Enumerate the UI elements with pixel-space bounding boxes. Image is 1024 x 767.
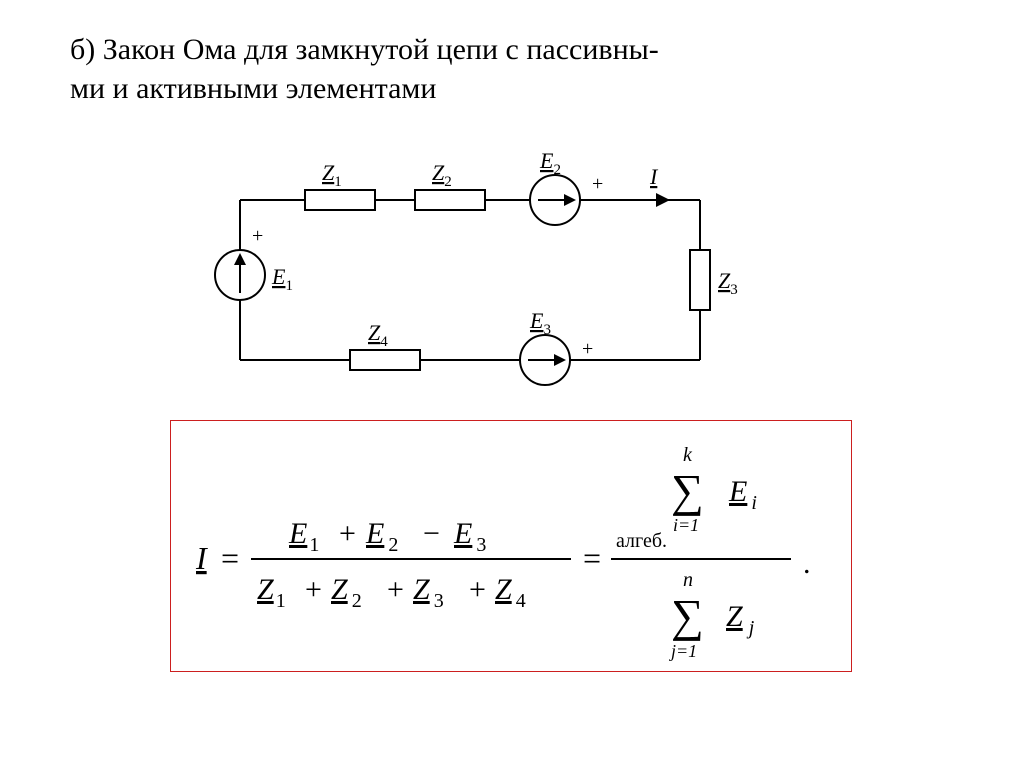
label-e3: E3 (529, 308, 551, 338)
svg-text:Z3: Z3 (413, 573, 444, 612)
f-eq1: = (221, 540, 239, 576)
label-z2: Z2 (432, 160, 452, 190)
svg-text:i=1: i=1 (673, 515, 699, 535)
plus-e1: + (252, 225, 263, 247)
plus-e2: + (592, 173, 603, 195)
circuit-diagram: Z1 Z2 E2 + I Z3 E1 + Z4 E3 + (200, 140, 760, 400)
label-e2: E2 (539, 148, 561, 178)
page-title: б) Закон Ома для замкнутой цепи с пассив… (70, 30, 950, 108)
label-i: I (649, 164, 659, 189)
label-e1: E1 (271, 264, 293, 294)
svg-text:−: − (423, 517, 440, 550)
svg-text:E2: E2 (365, 517, 398, 556)
svg-text:Z4: Z4 (495, 573, 526, 612)
svg-text:j=1: j=1 (669, 641, 697, 661)
f-dot: . (803, 547, 811, 580)
svg-text:+: + (469, 573, 486, 606)
svg-text:n: n (683, 569, 693, 591)
label-z3: Z3 (718, 268, 738, 298)
svg-text:E3: E3 (453, 517, 486, 556)
f-algeb: алгеб. (616, 530, 667, 552)
svg-text:Zj: Zj (726, 600, 755, 639)
formula-box: I = E1 + E2 − E3 Z1 + Z2 + (170, 420, 852, 672)
plus-e3: + (582, 338, 593, 360)
svg-text:k: k (683, 444, 693, 466)
svg-text:Z1: Z1 (257, 573, 286, 612)
svg-text:+: + (305, 573, 322, 606)
formula: I = E1 + E2 − E3 Z1 + Z2 + (171, 421, 851, 671)
svg-text:E1: E1 (288, 517, 319, 556)
sigma-top: ∑ (671, 465, 704, 516)
f-I: I (195, 540, 208, 576)
f-eq2: = (583, 540, 601, 576)
svg-text:+: + (387, 573, 404, 606)
svg-text:Ei: Ei (728, 475, 757, 514)
label-z4: Z4 (368, 320, 388, 350)
svg-text:Z2: Z2 (331, 573, 362, 612)
sigma-bot: ∑ (671, 590, 704, 641)
svg-text:+: + (339, 517, 356, 550)
label-z1: Z1 (322, 160, 342, 190)
